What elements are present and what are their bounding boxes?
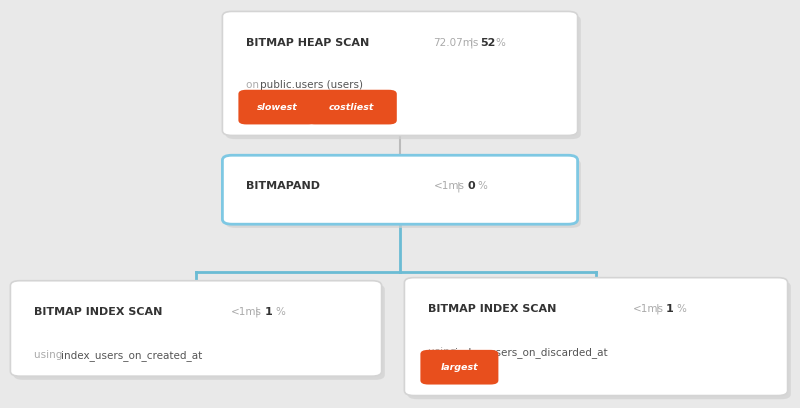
Text: BITMAP INDEX SCAN: BITMAP INDEX SCAN: [34, 307, 162, 317]
FancyBboxPatch shape: [307, 90, 397, 124]
Text: largest: largest: [441, 363, 478, 372]
Text: 1: 1: [265, 307, 273, 317]
Text: 0: 0: [467, 181, 475, 191]
Text: index_users_on_created_at: index_users_on_created_at: [61, 350, 202, 361]
FancyBboxPatch shape: [404, 277, 787, 396]
Text: BITMAP HEAP SCAN: BITMAP HEAP SCAN: [246, 38, 370, 48]
Text: |: |: [470, 38, 473, 48]
Text: 52: 52: [480, 38, 495, 48]
FancyBboxPatch shape: [226, 159, 581, 228]
FancyBboxPatch shape: [226, 15, 581, 139]
Text: <1ms: <1ms: [632, 304, 663, 314]
Text: %: %: [275, 307, 286, 317]
Text: BITMAPAND: BITMAPAND: [246, 181, 321, 191]
FancyBboxPatch shape: [421, 350, 498, 384]
Text: |: |: [656, 304, 659, 314]
FancyBboxPatch shape: [222, 155, 578, 224]
Text: on: on: [246, 80, 262, 91]
Text: public.users (users): public.users (users): [260, 80, 362, 91]
Text: BITMAP INDEX SCAN: BITMAP INDEX SCAN: [429, 304, 557, 314]
Text: index_users_on_discarded_at: index_users_on_discarded_at: [455, 346, 607, 357]
Text: %: %: [478, 181, 488, 191]
FancyBboxPatch shape: [14, 284, 385, 380]
Text: using: using: [429, 346, 460, 357]
Text: %: %: [677, 304, 686, 314]
Text: %: %: [495, 38, 506, 48]
Text: 72.07ms: 72.07ms: [434, 38, 479, 48]
FancyBboxPatch shape: [238, 90, 317, 124]
Text: using: using: [34, 350, 66, 360]
Text: costliest: costliest: [329, 102, 374, 112]
FancyBboxPatch shape: [407, 282, 790, 399]
Text: 1: 1: [666, 304, 674, 314]
Text: <1ms: <1ms: [231, 307, 262, 317]
Text: |: |: [457, 181, 461, 192]
FancyBboxPatch shape: [10, 281, 382, 376]
Text: slowest: slowest: [257, 102, 298, 112]
FancyBboxPatch shape: [222, 11, 578, 135]
Text: |: |: [254, 307, 258, 317]
Text: <1ms: <1ms: [434, 181, 465, 191]
